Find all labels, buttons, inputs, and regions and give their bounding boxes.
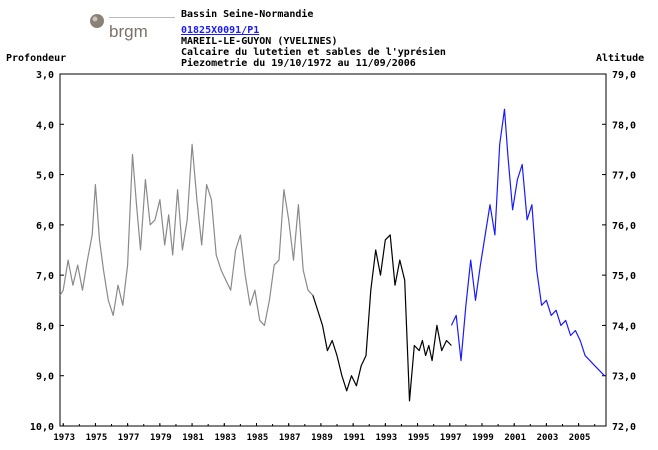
basin-name: Bassin Seine-Normandie [181, 9, 314, 20]
left-tick-label: 8,0 [36, 321, 54, 332]
x-tick-label: 1997 [440, 433, 462, 443]
series-layer [59, 108, 605, 402]
right-tick-label: 79,0 [612, 70, 636, 81]
right-tick-label: 77,0 [612, 171, 636, 182]
right-tick-label: 73,0 [612, 372, 636, 383]
right-axis: 79,0 78,0 77,0 76,0 75,0 74,0 73,0 72,0 [602, 70, 636, 433]
brgm-logo-text: brgm [109, 22, 148, 41]
series-line-mid [312, 234, 452, 402]
station-name: MAREIL-LE-GUYON (YVELINES) [181, 36, 338, 47]
series-line-recent [450, 108, 605, 377]
aquifer-name: Calcaire du lutetien et sables de l'ypré… [181, 47, 446, 58]
x-tick-label: 1981 [182, 433, 204, 443]
x-tick-label: 1977 [118, 433, 140, 443]
x-tick-label: 2005 [569, 433, 591, 443]
measurement-period: Piezometrie du 19/10/1972 au 11/09/2006 [181, 58, 416, 69]
left-axis: 3,0 4,0 5,0 6,0 7,0 8,0 9,0 10,0 [30, 70, 64, 433]
brgm-logo-rule [109, 17, 175, 18]
x-tick-label: 1979 [150, 433, 172, 443]
left-tick-label: 3,0 [36, 70, 54, 81]
station-code-link[interactable]: 01825X0091/P1 [181, 25, 260, 36]
right-tick-label: 76,0 [612, 221, 636, 232]
left-tick-label: 10,0 [30, 422, 54, 433]
x-tick-label: 1975 [86, 433, 108, 443]
left-tick-label: 4,0 [36, 120, 54, 131]
left-tick-label: 9,0 [36, 372, 54, 383]
x-tick-label: 1993 [376, 433, 398, 443]
x-tick-label: 2001 [504, 433, 526, 443]
x-tick-label: 2003 [537, 433, 559, 443]
right-axis-title: Altitude [596, 53, 645, 64]
left-tick-label: 5,0 [36, 171, 54, 182]
brgm-logo-icon: brgm [90, 14, 175, 41]
right-tick-label: 74,0 [612, 321, 636, 332]
left-tick-label: 6,0 [36, 221, 54, 232]
left-tick-label: 7,0 [36, 271, 54, 282]
x-tick-label: 1991 [343, 433, 365, 443]
x-tick-label: 1989 [311, 433, 333, 443]
x-tick-label: 1995 [408, 433, 430, 443]
x-tick-label: 1973 [53, 433, 75, 443]
x-tick-label: 1983 [214, 433, 236, 443]
plot-frame [59, 73, 607, 427]
left-axis-title: Profondeur [6, 53, 67, 64]
x-axis: 1973 1975 1977 1979 1981 1983 1985 1987 1989 1991… [53, 423, 596, 443]
right-tick-label: 78,0 [612, 120, 636, 131]
right-tick-label: 75,0 [612, 271, 636, 282]
x-tick-label: 1985 [247, 433, 269, 443]
x-tick-label: 1987 [279, 433, 301, 443]
series-line-historic [59, 143, 314, 326]
brgm-logo-globe-highlight [92, 16, 98, 22]
x-tick-label: 1999 [472, 433, 494, 443]
right-tick-label: 72,0 [612, 422, 636, 433]
